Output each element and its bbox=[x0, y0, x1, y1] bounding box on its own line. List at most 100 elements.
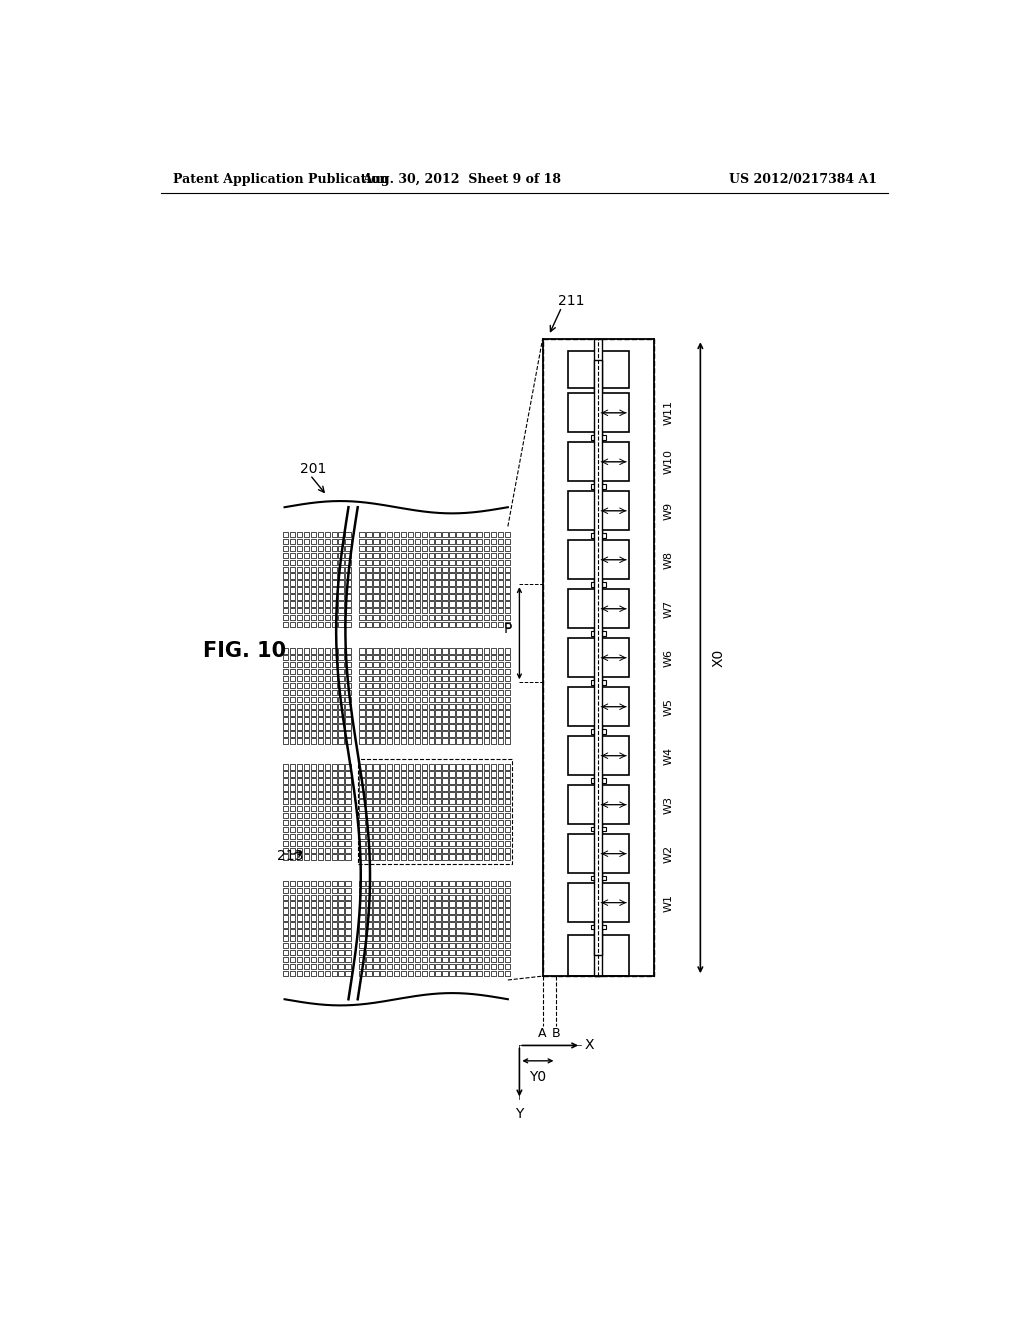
Bar bbox=[429, 957, 434, 962]
Bar bbox=[408, 676, 413, 681]
Bar bbox=[435, 676, 441, 681]
Bar bbox=[484, 615, 489, 620]
Bar bbox=[591, 876, 606, 880]
Bar bbox=[310, 964, 316, 969]
Bar bbox=[345, 970, 351, 977]
Bar bbox=[367, 581, 372, 586]
Bar bbox=[367, 887, 372, 892]
Bar bbox=[470, 648, 475, 653]
Bar bbox=[477, 895, 482, 900]
Bar bbox=[332, 545, 337, 552]
Bar bbox=[380, 560, 385, 565]
Bar bbox=[429, 771, 434, 776]
Bar bbox=[435, 655, 441, 660]
Bar bbox=[498, 663, 503, 668]
Bar bbox=[463, 957, 469, 962]
Bar bbox=[477, 725, 482, 730]
Bar bbox=[415, 785, 420, 791]
Bar bbox=[422, 738, 427, 743]
Bar bbox=[310, 942, 316, 949]
Bar bbox=[387, 880, 392, 886]
Bar bbox=[498, 895, 503, 900]
Bar bbox=[290, 847, 295, 853]
Bar bbox=[415, 854, 420, 859]
Bar bbox=[408, 539, 413, 544]
Bar bbox=[339, 676, 344, 681]
Bar bbox=[297, 957, 302, 962]
Bar bbox=[387, 710, 392, 715]
Bar bbox=[490, 929, 497, 935]
Bar bbox=[310, 902, 316, 907]
Bar bbox=[310, 785, 316, 791]
Bar bbox=[429, 718, 434, 723]
Bar bbox=[332, 581, 337, 586]
Bar bbox=[310, 545, 316, 552]
Bar bbox=[290, 560, 295, 565]
Bar bbox=[498, 690, 503, 696]
Bar bbox=[304, 566, 309, 572]
Bar bbox=[332, 826, 337, 832]
Bar bbox=[490, 704, 497, 709]
Bar bbox=[387, 663, 392, 668]
Bar bbox=[595, 360, 602, 956]
Bar bbox=[317, 697, 323, 702]
Bar bbox=[429, 539, 434, 544]
Bar bbox=[477, 970, 482, 977]
Bar bbox=[435, 710, 441, 715]
Bar bbox=[359, 601, 365, 607]
Bar bbox=[415, 725, 420, 730]
Bar bbox=[290, 690, 295, 696]
Bar bbox=[332, 792, 337, 797]
Bar bbox=[325, 957, 330, 962]
Bar bbox=[408, 880, 413, 886]
Bar bbox=[387, 847, 392, 853]
Bar bbox=[325, 622, 330, 627]
Bar bbox=[442, 622, 447, 627]
Bar bbox=[415, 573, 420, 579]
Bar bbox=[359, 847, 365, 853]
Bar bbox=[422, 908, 427, 913]
Bar bbox=[422, 669, 427, 675]
Bar bbox=[380, 908, 385, 913]
Bar bbox=[463, 847, 469, 853]
Bar bbox=[400, 615, 407, 620]
Bar bbox=[310, 834, 316, 840]
Bar bbox=[283, 648, 289, 653]
Bar bbox=[484, 566, 489, 572]
Bar bbox=[415, 669, 420, 675]
Bar bbox=[543, 339, 654, 977]
Bar bbox=[484, 676, 489, 681]
Bar bbox=[484, 942, 489, 949]
Bar bbox=[429, 887, 434, 892]
Bar bbox=[484, 779, 489, 784]
Bar bbox=[304, 813, 309, 818]
Bar bbox=[435, 718, 441, 723]
Bar bbox=[380, 648, 385, 653]
Bar bbox=[463, 553, 469, 558]
Bar bbox=[400, 785, 407, 791]
Bar bbox=[359, 764, 365, 770]
Bar bbox=[317, 929, 323, 935]
Bar bbox=[387, 785, 392, 791]
Bar bbox=[477, 841, 482, 846]
Bar bbox=[345, 609, 351, 614]
Bar bbox=[297, 704, 302, 709]
Bar bbox=[387, 731, 392, 737]
Bar bbox=[442, 566, 447, 572]
Bar bbox=[283, 731, 289, 737]
Bar bbox=[290, 738, 295, 743]
Bar bbox=[325, 915, 330, 921]
Bar bbox=[477, 731, 482, 737]
Bar bbox=[373, 594, 379, 599]
Bar bbox=[450, 929, 455, 935]
Bar bbox=[345, 887, 351, 892]
Bar bbox=[332, 663, 337, 668]
Bar bbox=[394, 942, 399, 949]
Bar bbox=[457, 655, 462, 660]
Bar bbox=[367, 566, 372, 572]
Bar bbox=[415, 532, 420, 537]
Bar bbox=[290, 902, 295, 907]
Bar bbox=[484, 813, 489, 818]
Bar bbox=[477, 792, 482, 797]
Bar bbox=[290, 622, 295, 627]
